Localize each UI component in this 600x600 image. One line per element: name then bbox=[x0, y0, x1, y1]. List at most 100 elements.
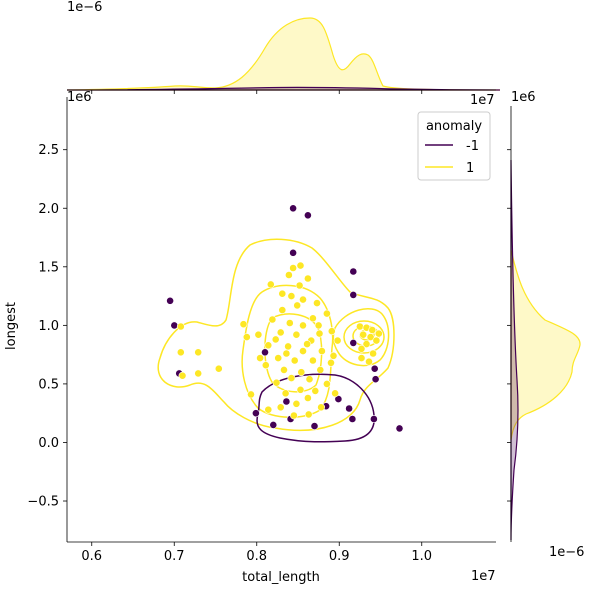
y-axis-ticks: −0.5 0.0 0.5 1.0 1.5 2.0 2.5 bbox=[27, 143, 511, 510]
scatter-point-1 bbox=[317, 347, 326, 355]
scatter-point-1 bbox=[176, 348, 185, 357]
scatter-point-1 bbox=[327, 358, 335, 367]
x-axis-ticks: 0.6 0.7 0.8 0.9 1.0 bbox=[81, 90, 432, 564]
y-tick-label: 1.0 bbox=[38, 319, 59, 334]
scatter-point-neg1 bbox=[334, 395, 343, 403]
scatter-point-1 bbox=[276, 403, 285, 412]
scatter-point-1 bbox=[281, 389, 290, 398]
scatter-point-1 bbox=[284, 342, 292, 351]
scatter-point-1 bbox=[369, 349, 377, 358]
scatter-point-1 bbox=[239, 320, 248, 329]
kde-contour-1-inner bbox=[264, 313, 323, 393]
scatter-point-1 bbox=[295, 281, 304, 290]
scatter-point-neg1 bbox=[348, 415, 357, 423]
scatter-point-1 bbox=[303, 274, 312, 283]
right-marginal-kde-1 bbox=[510, 249, 581, 441]
scatter-point-neg1 bbox=[282, 397, 291, 406]
scatter-point-1 bbox=[268, 315, 277, 324]
scatter-point-neg1 bbox=[349, 267, 358, 276]
scatter-point-1 bbox=[254, 330, 263, 339]
scatter-point-1 bbox=[362, 340, 371, 348]
scatter-point-1 bbox=[308, 314, 317, 323]
scatter-point-1 bbox=[357, 344, 366, 353]
scatter-point-1 bbox=[329, 351, 338, 360]
scatter-point-1 bbox=[264, 405, 273, 414]
legend-box bbox=[417, 111, 491, 181]
scatter-point-1 bbox=[305, 375, 314, 384]
scatter-point-neg1 bbox=[289, 248, 297, 257]
scatter-point-1 bbox=[247, 390, 255, 399]
scatter-point-1 bbox=[303, 394, 312, 402]
scatter-point-1 bbox=[194, 348, 203, 357]
scatter-point-1 bbox=[311, 386, 320, 395]
kde-contour-1-right-2 bbox=[343, 320, 385, 354]
scatter-point-1 bbox=[303, 340, 311, 348]
scatter-point-1 bbox=[285, 319, 294, 327]
scatter-point-1 bbox=[278, 306, 287, 314]
x-tick-label: 0.6 bbox=[81, 549, 102, 564]
scatter-point-1 bbox=[299, 347, 307, 355]
scatter-point-1 bbox=[261, 361, 270, 370]
scatter-point-1 bbox=[292, 399, 301, 408]
scatter-point-1 bbox=[242, 333, 251, 341]
y-tick-label: −0.5 bbox=[27, 495, 59, 510]
scatter-point-neg1 bbox=[170, 321, 179, 330]
scatter-point-1 bbox=[357, 354, 366, 362]
y-offset-text: 1e6 bbox=[67, 90, 92, 105]
scatter-point-1 bbox=[322, 379, 331, 388]
scatter-point-1 bbox=[304, 410, 313, 419]
x-tick-label: 1.0 bbox=[411, 549, 432, 564]
scatter-point-1 bbox=[289, 264, 297, 272]
y-axis-label: longest bbox=[4, 302, 19, 350]
y-tick-label: 1.5 bbox=[38, 260, 59, 275]
scatter-point-neg1 bbox=[303, 211, 312, 220]
scatter-point-1 bbox=[280, 365, 288, 374]
scatter-point-neg1 bbox=[349, 290, 358, 299]
scatter-point-1 bbox=[293, 301, 302, 310]
top-marginal-kde-1 bbox=[66, 17, 501, 91]
scatter-point-1 bbox=[176, 322, 185, 331]
scatter-point-1 bbox=[296, 261, 305, 270]
legend-title: anomaly bbox=[426, 119, 482, 134]
x-tick-label: 0.7 bbox=[164, 549, 185, 564]
kde-contour-1-right-outer bbox=[332, 308, 390, 367]
x-axis-label: total_length bbox=[242, 570, 320, 585]
scatter-point-neg1 bbox=[370, 364, 379, 373]
scatter-point-1 bbox=[359, 330, 368, 339]
scatter-point-1 bbox=[314, 321, 323, 330]
scatter-point-neg1 bbox=[251, 409, 260, 418]
scatter-point-1 bbox=[178, 371, 187, 380]
scatter-point-1 bbox=[313, 299, 321, 307]
scatter-point-1 bbox=[274, 354, 283, 362]
scatter-point-neg1 bbox=[261, 348, 269, 357]
scatter-point-neg1 bbox=[166, 296, 174, 305]
scatter-point-neg1 bbox=[345, 404, 353, 413]
scatter-point-1 bbox=[194, 369, 203, 378]
scatter-point-1 bbox=[214, 364, 223, 373]
y-tick-label: 2.5 bbox=[38, 143, 59, 158]
scatter-point-1 bbox=[264, 341, 273, 350]
right-marginal-offset-text-bottom: 1e−6 bbox=[549, 545, 584, 560]
scatter-point-neg1 bbox=[289, 204, 297, 213]
right-marginal-kde-neg1 bbox=[510, 159, 519, 541]
y-tick-label: 2.0 bbox=[38, 202, 59, 217]
x-tick-label: 0.8 bbox=[246, 549, 267, 564]
scatter-point-1 bbox=[372, 336, 381, 345]
x-offset-text: 1e7 bbox=[470, 93, 495, 108]
kde-contour-1-outer bbox=[157, 238, 395, 432]
scatter-point-1 bbox=[272, 378, 281, 387]
scatter-point-1 bbox=[327, 327, 336, 336]
scatter-point-1 bbox=[271, 335, 280, 344]
legend: anomaly -1 1 bbox=[417, 111, 491, 181]
scatter-point-1 bbox=[299, 321, 307, 330]
scatter-point-1 bbox=[290, 356, 299, 365]
scatter-point-1 bbox=[287, 374, 296, 382]
kde-contours-1 bbox=[157, 238, 395, 432]
scatter-series-1 bbox=[176, 261, 383, 420]
y-tick-label: 0.0 bbox=[38, 436, 59, 451]
scatter-point-1 bbox=[333, 336, 342, 345]
scatter-point-neg1 bbox=[349, 338, 358, 347]
top-marginal: 1e−6 bbox=[66, 0, 501, 91]
scatter-point-1 bbox=[289, 411, 298, 420]
